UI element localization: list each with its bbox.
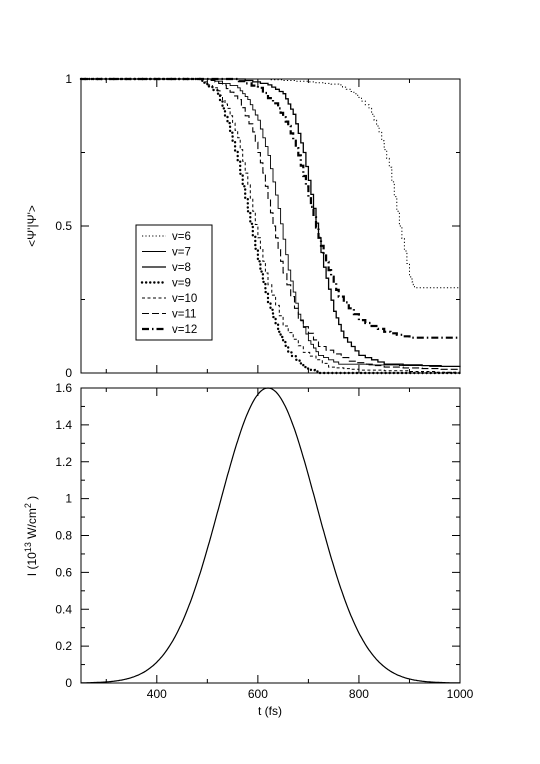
legend-box [135, 224, 213, 341]
series-line-v-7 [81, 78, 461, 368]
bottom-ytick-label: 1.2 [55, 455, 72, 469]
bottom-ytick-label: 1.6 [55, 381, 72, 395]
legend-label: v=11 [172, 309, 196, 321]
legend-label: v=10 [172, 293, 197, 305]
ylabel-mid: W/cm [25, 508, 39, 542]
bottom-ylabel: I (1013 W/cm2 ) [23, 496, 39, 576]
bottom-ytick-label: 1.4 [55, 418, 72, 432]
top-ytick-label: 0 [65, 366, 72, 380]
bottom-xtick-label: 400 [147, 687, 167, 701]
legend-label: v=12 [172, 324, 197, 336]
bottom-xlabel: t (fs) [258, 704, 282, 718]
legend-label: v=9 [172, 278, 191, 290]
series-line-v-10 [81, 78, 461, 373]
bottom-ticks: 0 0.2 0.4 0.6 0.8 1 1.2 1.4 1.6 400 600 800 1000 [55, 381, 473, 701]
top-panel: 0 0.5 1 <Ψ'|Ψ'> v=6 v=7 v=8 v=9 v=10 v=11 v=12 [25, 72, 462, 380]
bottom-panel: 0 0.2 0.4 0.6 0.8 1 1.2 1.4 1.6 400 600 800 1000 t (… [23, 381, 474, 718]
top-ylabel: <Ψ'|Ψ'> [25, 205, 39, 247]
top-plot-frame [80, 78, 461, 374]
ylabel-base: I (10 [25, 552, 39, 576]
bottom-xtick-label: 1000 [447, 687, 474, 701]
top-ytick-label: 1 [65, 72, 72, 86]
ylabel-exp1: 13 [23, 542, 33, 552]
bottom-ytick-label: 0.6 [55, 565, 72, 579]
legend-label: v=7 [172, 247, 191, 259]
legend-label: v=8 [172, 262, 191, 274]
bottom-ytick-label: 1 [65, 492, 72, 506]
series-line-v-9 [79, 77, 462, 375]
bottom-ytick-label: 0.8 [55, 529, 72, 543]
pulse-line [81, 387, 460, 684]
series-line-v-12 [81, 77, 460, 339]
bottom-ytick-label: 0.2 [55, 639, 72, 653]
legend-label: v=6 [172, 231, 191, 243]
bottom-ytick-label: 0 [65, 676, 72, 690]
ylabel-end: ) [25, 496, 39, 503]
bottom-plot-frame [80, 387, 461, 684]
ylabel-exp2: 2 [23, 503, 33, 508]
bottom-xtick-label: 600 [248, 687, 268, 701]
top-ytick-label: 0.5 [55, 219, 72, 233]
top-curves [79, 77, 462, 375]
bottom-ytick-label: 0.4 [55, 602, 72, 616]
bottom-xtick-label: 800 [349, 687, 369, 701]
bottom-curves [81, 387, 460, 684]
series-line-v-6 [81, 78, 460, 289]
series-line-v-11 [81, 78, 461, 371]
legend: v=6 v=7 v=8 v=9 v=10 v=11 v=12 [135, 224, 213, 341]
